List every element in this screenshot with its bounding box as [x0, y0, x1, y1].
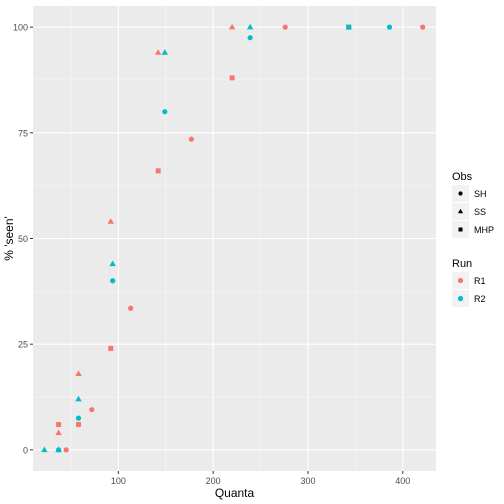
legend-title-obs: Obs	[452, 171, 473, 183]
data-point-r2-sh	[247, 35, 253, 41]
legend-label-mhp: MHP	[474, 225, 494, 235]
data-point-r2-ss	[246, 23, 254, 30]
legend-key-ss	[457, 208, 464, 214]
y-tick-label: 25	[18, 340, 28, 350]
data-point-r1-ss	[228, 23, 236, 30]
data-point-r2-mhp	[346, 24, 352, 30]
data-point-r1-sh	[89, 407, 95, 413]
y-tick-label: 75	[18, 128, 28, 138]
legend-label-r2: R2	[474, 294, 486, 304]
data-point-r2-sh	[162, 109, 168, 115]
legend-label-sh: SH	[474, 189, 487, 199]
x-axis-label: Quanta	[215, 486, 255, 500]
y-tick-label: 50	[18, 234, 28, 244]
x-tick-label: 300	[300, 476, 315, 486]
data-point-r2-sh	[386, 24, 393, 30]
data-point-r1-mhp	[229, 75, 235, 81]
data-point-r2-ss	[41, 446, 48, 453]
x-tick-label: 400	[395, 476, 410, 486]
y-tick-label: 0	[23, 445, 28, 455]
data-point-r2-sh	[75, 415, 82, 421]
data-point-r2-ss	[55, 446, 62, 453]
data-points	[41, 23, 426, 453]
x-axis: 100 200 300 400	[111, 471, 410, 486]
y-tick-label: 100	[13, 23, 28, 33]
data-point-r1-ss	[55, 429, 62, 436]
legend-key-mhp	[458, 227, 463, 232]
legend-title-run: Run	[452, 258, 472, 270]
data-point-r2-ss	[75, 395, 82, 402]
data-point-r1-sh	[63, 447, 69, 453]
x-tick-label: 100	[111, 476, 126, 486]
data-point-r1-mhp	[108, 345, 114, 351]
data-point-r2-ss	[109, 260, 116, 267]
data-point-r1-ss	[75, 370, 82, 376]
legend-key-r2	[457, 295, 464, 302]
data-point-r2-ss	[161, 49, 169, 55]
data-point-r1-sh	[282, 24, 288, 30]
data-point-r1-sh	[188, 136, 194, 142]
data-point-r1-mhp	[76, 422, 82, 427]
x-tick-label: 200	[206, 476, 221, 486]
legend-key-r1	[457, 277, 464, 284]
data-point-r1-sh	[128, 305, 134, 311]
legend-label-ss: SS	[474, 207, 486, 217]
data-point-r1-ss	[107, 218, 114, 224]
legend-label-r1: R1	[474, 276, 486, 286]
data-point-r1-ss	[154, 49, 162, 55]
y-axis-label: % 'seen'	[2, 216, 16, 261]
data-point-r1-mhp	[155, 168, 161, 174]
data-point-r1-mhp	[56, 422, 62, 427]
data-point-r2-sh	[110, 278, 116, 284]
legend-key-sh	[458, 191, 463, 196]
y-axis: 0 25 50 75 100	[13, 23, 33, 455]
grid	[33, 6, 436, 471]
data-point-r1-sh	[420, 24, 426, 30]
